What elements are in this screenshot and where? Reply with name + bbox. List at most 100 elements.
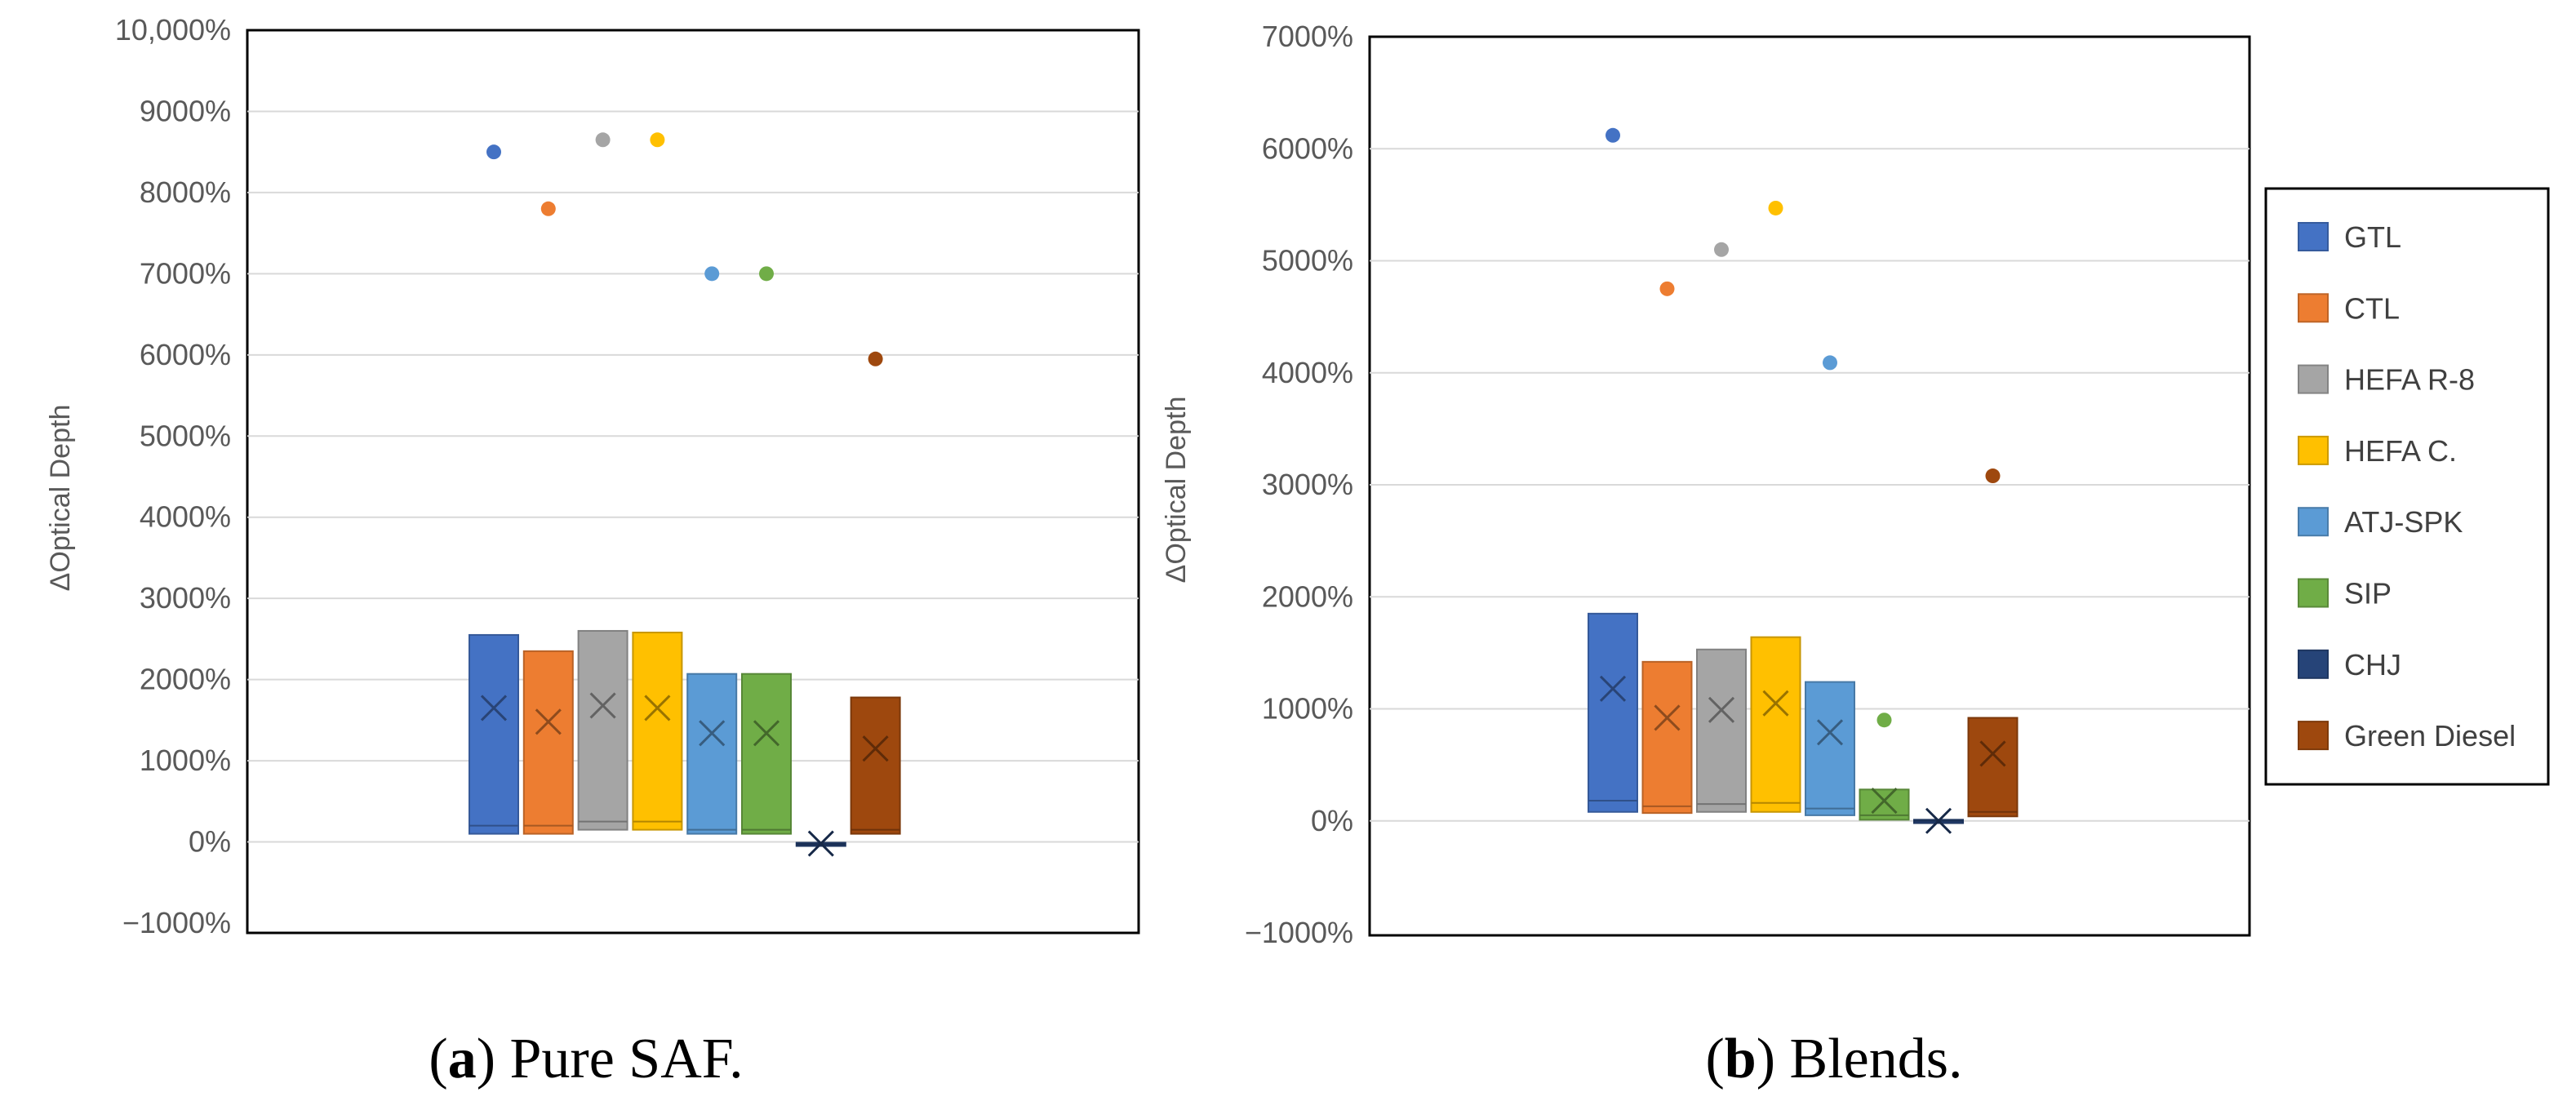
legend-swatch (2298, 222, 2329, 251)
outlier-point (1714, 242, 1729, 257)
legend-frame (2264, 187, 2550, 786)
box-sip (1859, 713, 1910, 821)
box-iqr (632, 631, 683, 831)
box-iqr (1588, 612, 1638, 813)
box-iqr (1641, 660, 1693, 815)
y-tick-label: −1000% (1245, 916, 1353, 949)
y-tick-label: 2000% (1262, 579, 1353, 613)
outlier-point (1985, 468, 2001, 484)
y-tick-label: 7000% (140, 256, 231, 290)
y-tick-label: −1000% (122, 906, 231, 939)
box-iqr (1750, 636, 1801, 813)
box-hefa-r-8 (1696, 242, 1747, 813)
box-chj (795, 830, 846, 857)
outlier-point (595, 132, 611, 148)
legend-swatch (2298, 721, 2329, 751)
y-tick-label: 9000% (140, 94, 231, 127)
y-tick-label: 7000% (1262, 20, 1353, 53)
box-mean-marker (807, 830, 834, 857)
box-iqr (686, 673, 738, 835)
legend-label: ATJ-SPK (2344, 505, 2463, 539)
y-tick-label: 1000% (1262, 692, 1353, 726)
box-iqr (577, 629, 628, 831)
box-mean-marker (1979, 740, 2006, 767)
box-mean-marker (1816, 719, 1844, 746)
legend-label: GTL (2344, 220, 2401, 254)
box-mean-marker (1708, 696, 1735, 723)
y-tick-label: 0% (1311, 804, 1353, 837)
outlier-point (1768, 200, 1783, 215)
box-mean-marker (1762, 690, 1789, 717)
outlier-point (1876, 713, 1892, 728)
legend-swatch (2298, 293, 2329, 323)
box-mean-marker (1871, 787, 1898, 815)
y-axis-label-a: ΔOptical Depth (45, 405, 76, 592)
caption-a: (a) Pure SAF. (429, 1028, 743, 1090)
caption-a-label: a (448, 1028, 477, 1090)
caption-b: (b) Blends. (1705, 1028, 1962, 1090)
outlier-point (650, 132, 665, 148)
box-iqr (850, 696, 901, 835)
y-tick-label: 1000% (140, 744, 231, 777)
box-mean-marker (862, 735, 889, 762)
box-mean-marker (480, 695, 508, 722)
box-iqr (522, 650, 574, 835)
y-tick-label: 6000% (1262, 131, 1353, 165)
box-mean-marker (589, 692, 616, 719)
box-green-diesel (850, 351, 901, 835)
outlier-point (868, 351, 883, 366)
box-hefa-r-8 (577, 132, 628, 831)
legend-swatch (2298, 364, 2329, 394)
box-mean-marker (1654, 704, 1681, 731)
y-axis-label-b: ΔOptical Depth (1161, 397, 1192, 584)
y-tick-label: 5000% (1262, 244, 1353, 278)
legend-swatch (2298, 578, 2329, 608)
legend-swatch (2298, 435, 2329, 465)
outlier-point (540, 201, 556, 216)
legend-label: HEFA C. (2344, 434, 2457, 468)
box-mean-marker (753, 720, 780, 747)
legend-label: CHJ (2344, 648, 2401, 682)
box-green-diesel (1967, 468, 2019, 818)
box-hefa-c- (1750, 200, 1801, 813)
box-iqr (1967, 717, 2019, 818)
chart-panel-a: −1000% 0% 1000% 2000% 3000% 4000% 5000% 6000% 70… (45, 13, 1140, 939)
caption-a-text: ) Pure SAF. (477, 1028, 744, 1090)
caption-b-label: b (1725, 1028, 1757, 1090)
legend-label: Green Diesel (2344, 719, 2516, 753)
box-gtl (1588, 127, 1638, 813)
y-tick-label: 0% (189, 825, 231, 859)
legend-label: HEFA R-8 (2344, 363, 2475, 397)
y-tick-label: 10,000% (115, 13, 231, 47)
chart-panel-b: −1000% 0% 1000% 2000% 3000% 4000% 5000% 6000% 70… (1161, 20, 2251, 949)
legend-label: SIP (2344, 577, 2392, 610)
box-chj (1913, 807, 1964, 834)
caption-b-text: ) Blends. (1757, 1028, 1963, 1090)
y-tick-label: 5000% (140, 419, 231, 452)
legend-swatch (2298, 649, 2329, 679)
box-atj-spk (686, 266, 738, 835)
legend-swatch (2298, 507, 2329, 537)
box-iqr (741, 673, 792, 835)
box-gtl (469, 144, 519, 835)
y-tick-label: 4000% (1262, 356, 1353, 389)
y-tick-label: 2000% (140, 663, 231, 696)
y-tick-label: 3000% (140, 581, 231, 615)
box-iqr (1696, 648, 1747, 813)
legend: GTL CTL HEFA R-8 HEFA C. ATJ-SPK SIP CHJ Green … (2264, 187, 2550, 786)
outlier-point (1606, 127, 1620, 143)
box-mean-marker (1925, 807, 1952, 834)
outlier-point (1823, 355, 1837, 371)
box-sip (741, 266, 792, 835)
outlier-point (759, 266, 774, 282)
y-tick-label: 4000% (140, 500, 231, 534)
y-tick-label: 8000% (140, 175, 231, 209)
box-mean-marker (1599, 675, 1627, 702)
box-mean-marker (699, 720, 726, 747)
y-tick-label: 3000% (1262, 468, 1353, 501)
legend-label: CTL (2344, 291, 2400, 325)
box-hefa-c- (632, 132, 683, 831)
outlier-point (704, 266, 720, 282)
box-atj-spk (1805, 355, 1855, 816)
